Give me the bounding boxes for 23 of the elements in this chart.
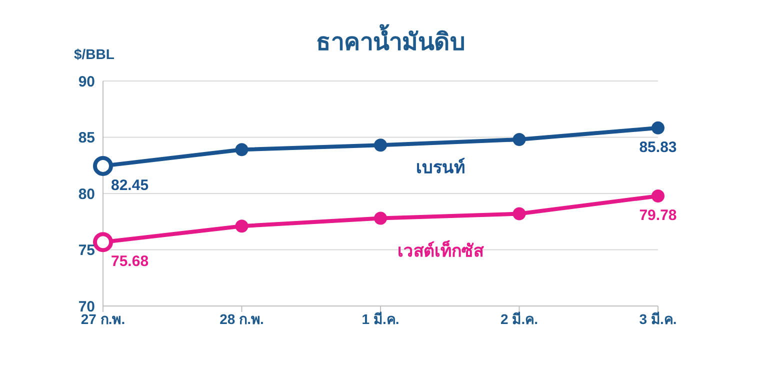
point xyxy=(374,212,387,225)
point xyxy=(652,189,664,202)
x-tick-label: 3 มี.ค. xyxy=(639,310,677,327)
point xyxy=(652,121,664,134)
x-tick-label: 1 มี.ค. xyxy=(362,310,400,327)
data-label: 85.83 xyxy=(639,138,677,156)
y-tick-label: 75 xyxy=(78,242,95,260)
point xyxy=(235,220,248,233)
data-label: 75.68 xyxy=(111,253,149,270)
point xyxy=(235,143,248,156)
series-label: เบรนท์ xyxy=(416,157,465,178)
data-label: 82.45 xyxy=(111,176,149,194)
point xyxy=(512,207,526,220)
point xyxy=(374,138,387,152)
y-tick-label: 85 xyxy=(78,130,95,147)
x-tick-label: 28 ก.พ. xyxy=(220,310,264,327)
x-tick-label: 2 มี.ค. xyxy=(500,310,538,327)
y-axis-title: $/BBL xyxy=(74,46,114,62)
series-label: เวสต์เท็กซัส xyxy=(398,238,484,260)
y-tick-label: 80 xyxy=(78,186,95,203)
point xyxy=(512,133,526,146)
y-tick-label: 90 xyxy=(78,73,95,90)
data-label: 79.78 xyxy=(639,206,677,224)
